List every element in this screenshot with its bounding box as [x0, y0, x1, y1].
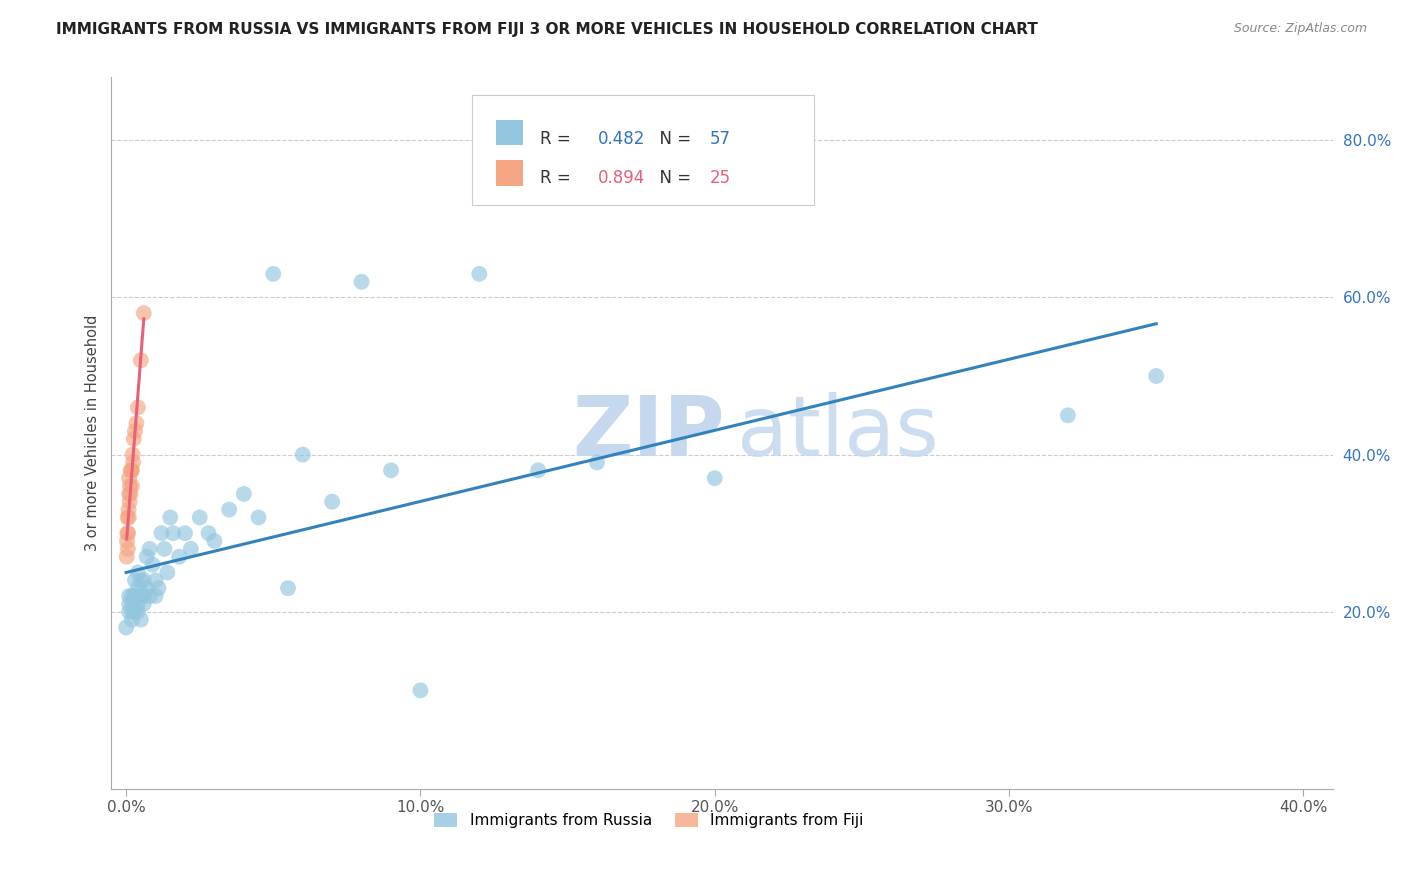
Point: [247, 510, 270, 524]
Point: [132, 589, 155, 603]
Point: [145, 589, 167, 603]
Point: [124, 589, 146, 603]
Point: [121, 597, 143, 611]
Point: [1057, 409, 1080, 423]
Text: 57: 57: [710, 130, 731, 148]
Point: [118, 471, 141, 485]
Point: [174, 526, 197, 541]
Point: [129, 589, 152, 603]
Point: [127, 605, 149, 619]
Point: [142, 558, 165, 572]
Point: [150, 526, 173, 541]
Point: [129, 574, 152, 588]
Point: [586, 455, 609, 469]
Point: [162, 526, 184, 541]
Point: [321, 494, 343, 508]
Point: [117, 502, 139, 516]
Text: N =: N =: [648, 130, 696, 148]
Point: [122, 455, 145, 469]
Point: [132, 597, 155, 611]
Text: Source: ZipAtlas.com: Source: ZipAtlas.com: [1233, 22, 1367, 36]
Point: [204, 534, 226, 549]
Point: [135, 581, 157, 595]
Point: [218, 502, 240, 516]
Point: [468, 267, 491, 281]
Point: [115, 549, 138, 564]
Point: [121, 589, 143, 603]
Point: [277, 581, 299, 595]
Point: [350, 275, 373, 289]
Point: [167, 549, 190, 564]
Y-axis label: 3 or more Vehicles in Household: 3 or more Vehicles in Household: [86, 315, 100, 551]
Point: [124, 605, 146, 619]
Point: [527, 463, 550, 477]
Text: IMMIGRANTS FROM RUSSIA VS IMMIGRANTS FROM FIJI 3 OR MORE VEHICLES IN HOUSEHOLD C: IMMIGRANTS FROM RUSSIA VS IMMIGRANTS FRO…: [56, 22, 1038, 37]
Text: N =: N =: [648, 169, 696, 187]
Point: [122, 432, 145, 446]
Point: [197, 526, 219, 541]
Point: [409, 683, 432, 698]
Text: 25: 25: [710, 169, 731, 187]
Text: atlas: atlas: [737, 392, 939, 474]
Point: [127, 581, 149, 595]
Point: [262, 267, 284, 281]
Point: [121, 479, 143, 493]
Text: 0.482: 0.482: [598, 130, 645, 148]
Point: [121, 613, 143, 627]
Point: [127, 401, 149, 415]
Point: [118, 510, 141, 524]
Point: [291, 448, 314, 462]
Point: [117, 526, 139, 541]
Point: [145, 574, 167, 588]
Point: [120, 463, 142, 477]
Point: [138, 589, 160, 603]
Point: [153, 541, 176, 556]
Legend: Immigrants from Russia, Immigrants from Fiji: Immigrants from Russia, Immigrants from …: [429, 806, 869, 834]
Point: [135, 549, 157, 564]
Point: [129, 353, 152, 368]
Point: [127, 597, 149, 611]
Bar: [496, 161, 523, 186]
Point: [118, 479, 141, 493]
Point: [188, 510, 211, 524]
Point: [232, 487, 254, 501]
Text: ZIP: ZIP: [572, 392, 725, 474]
Point: [118, 605, 141, 619]
Point: [124, 574, 146, 588]
Point: [118, 494, 141, 508]
Point: [121, 463, 143, 477]
Text: R =: R =: [540, 130, 576, 148]
Point: [121, 448, 143, 462]
Point: [125, 416, 148, 430]
Point: [156, 566, 179, 580]
Point: [132, 574, 155, 588]
Point: [129, 613, 152, 627]
Point: [120, 487, 142, 501]
Point: [180, 541, 202, 556]
Point: [124, 589, 146, 603]
Point: [127, 566, 149, 580]
Bar: [496, 120, 523, 145]
Point: [118, 597, 141, 611]
Point: [118, 589, 141, 603]
Point: [117, 510, 139, 524]
Text: R =: R =: [540, 169, 576, 187]
Point: [703, 471, 725, 485]
Point: [380, 463, 402, 477]
Text: 0.894: 0.894: [598, 169, 645, 187]
Point: [148, 581, 170, 595]
Point: [159, 510, 181, 524]
Point: [121, 605, 143, 619]
FancyBboxPatch shape: [472, 95, 814, 205]
Point: [120, 463, 142, 477]
Point: [124, 424, 146, 438]
Point: [117, 526, 139, 541]
Point: [138, 541, 160, 556]
Point: [117, 541, 139, 556]
Point: [118, 487, 141, 501]
Point: [115, 620, 138, 634]
Point: [132, 306, 155, 320]
Point: [1144, 369, 1167, 384]
Point: [115, 534, 138, 549]
